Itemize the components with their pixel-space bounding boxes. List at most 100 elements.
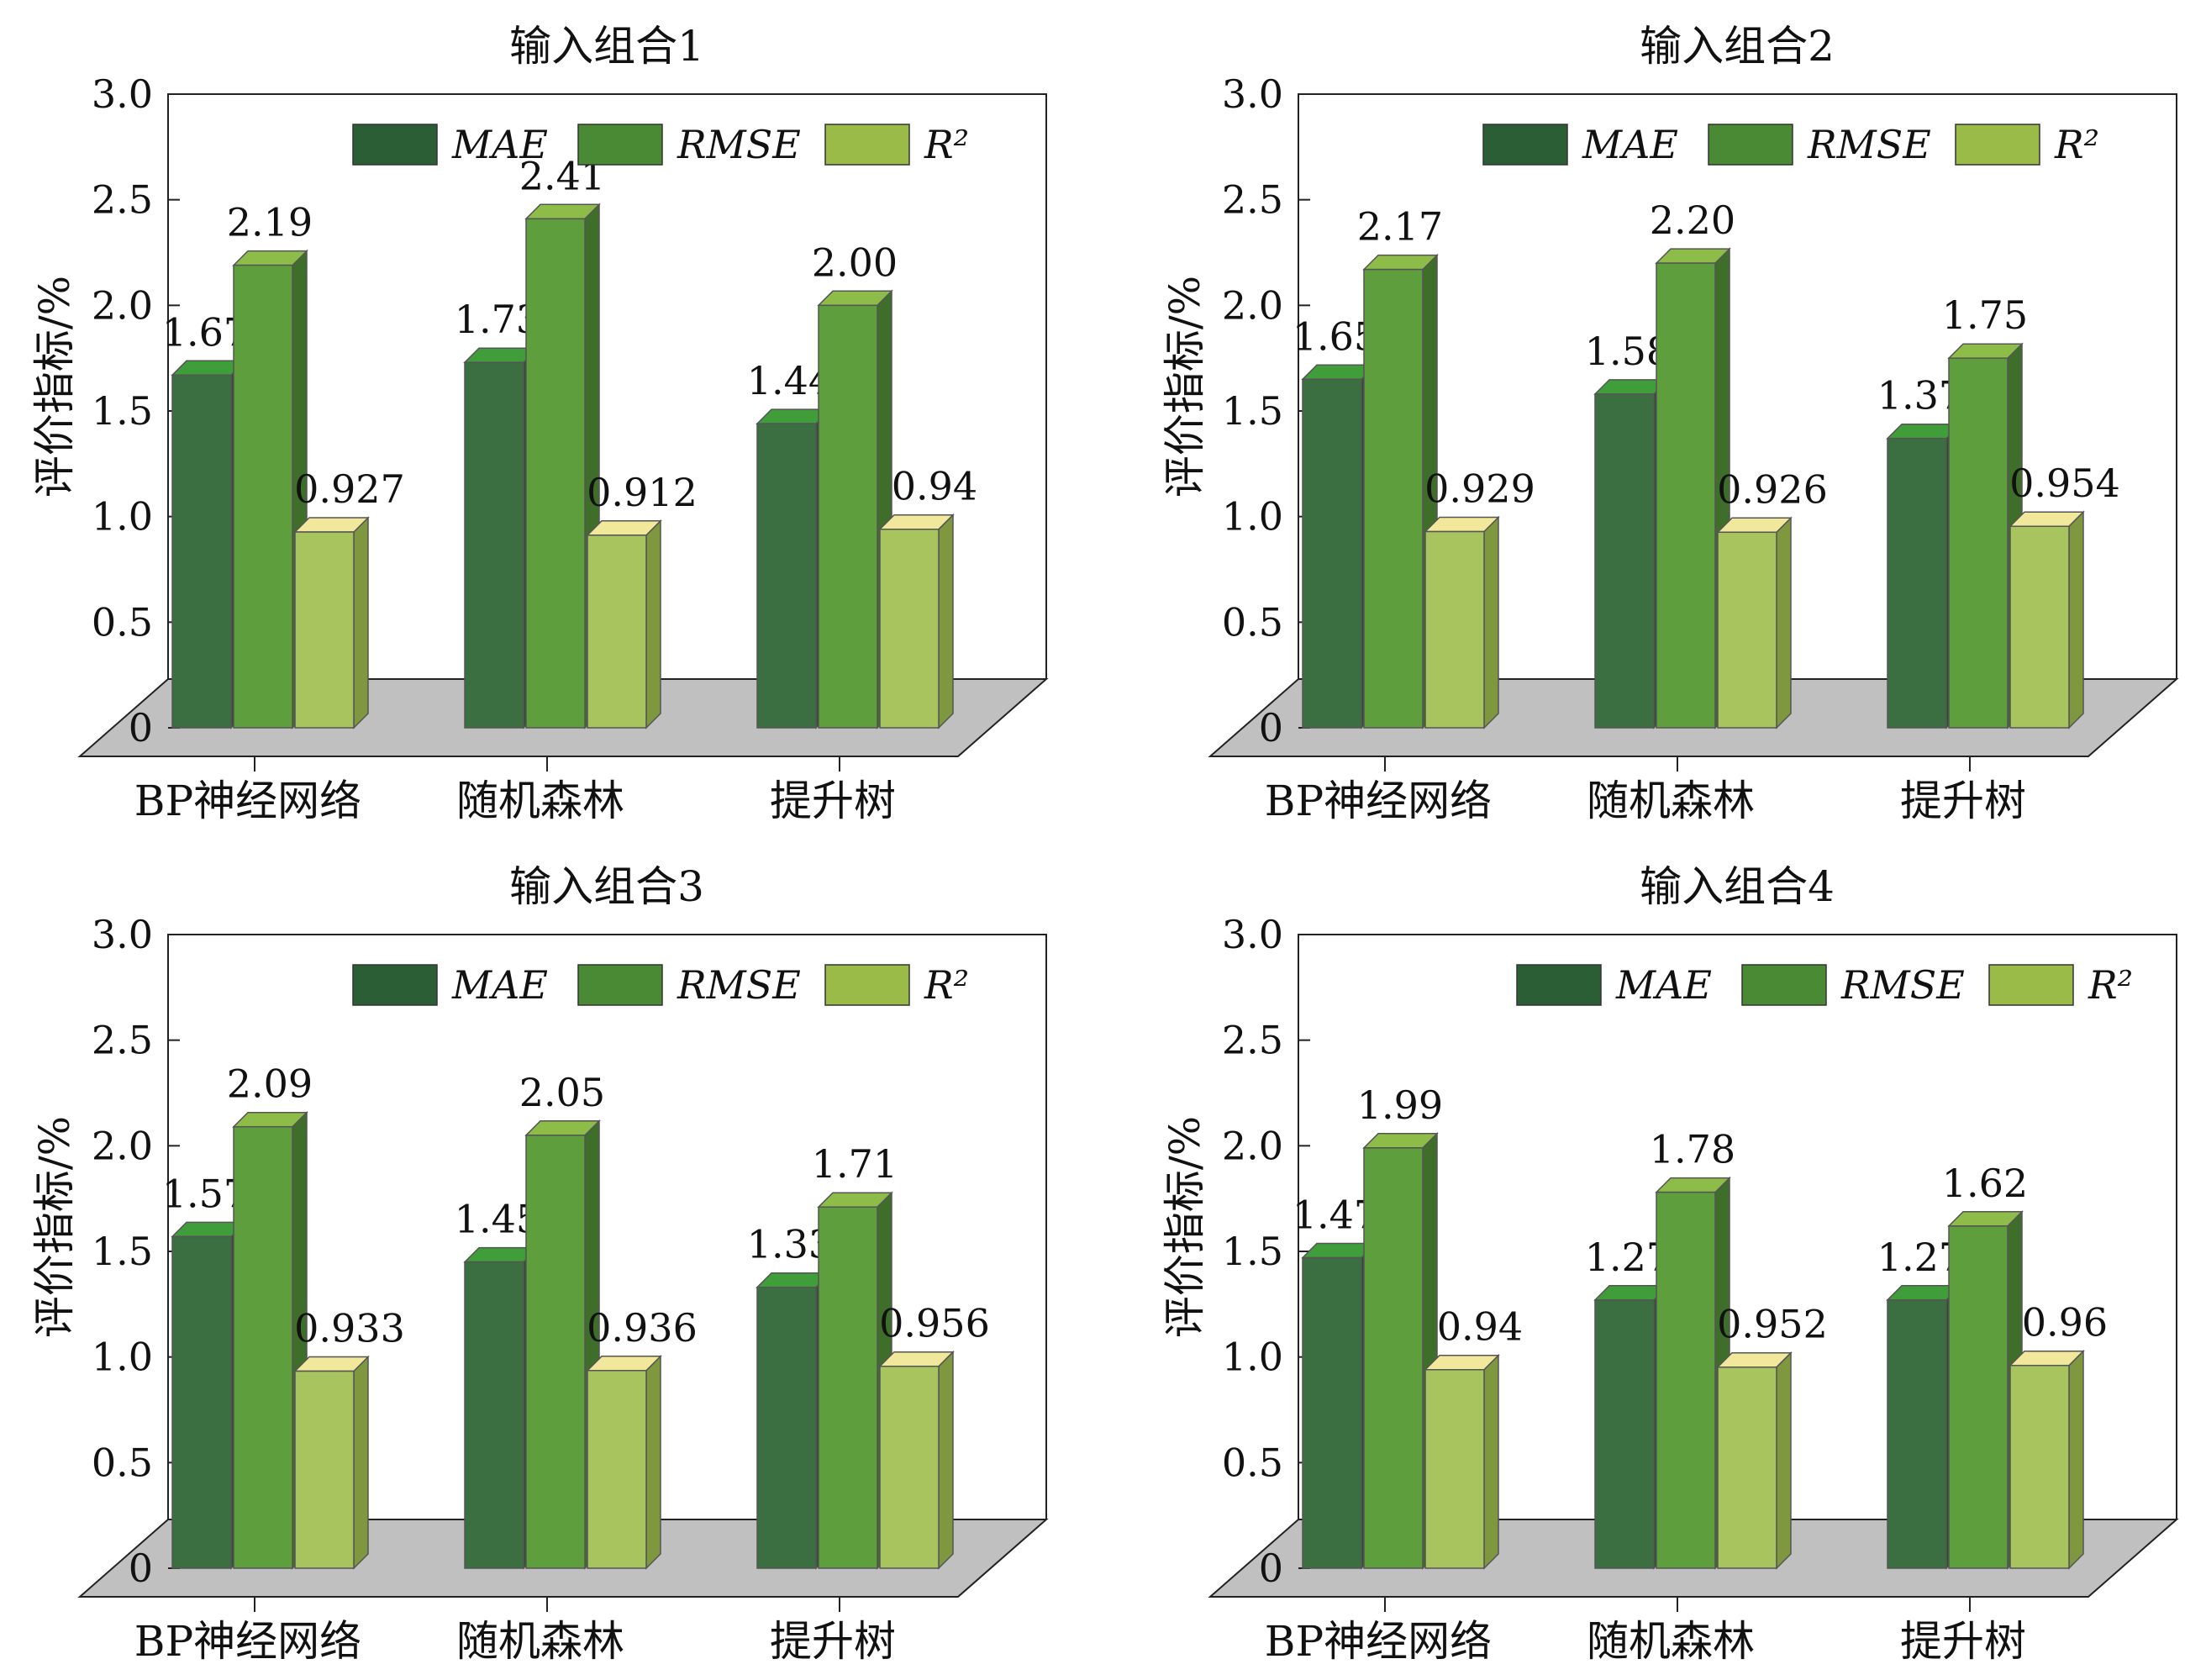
chart-panel-2: 输入组合2 0 0.5 1.0 1.5 2.0 2.5 3.0 评价指标/% BP神经网络 随机森林… <box>1161 22 2179 825</box>
y-tick-label: 3.0 <box>92 71 153 117</box>
bar-r2-3 <box>2009 1349 2085 1570</box>
y-tick-label: 0 <box>1259 1546 1283 1591</box>
category-label: 提升树 <box>1900 777 2026 825</box>
y-tick-label: 2.0 <box>92 1123 153 1168</box>
data-label: 2.09 <box>227 1061 313 1107</box>
data-label: 0.952 <box>1717 1302 1828 1347</box>
plot-frame <box>1298 934 2177 1519</box>
y-tick-label: 1.5 <box>1222 1229 1283 1274</box>
y-axis-label: 评价指标/% <box>1161 276 1209 498</box>
legend-swatch <box>824 964 910 1006</box>
data-label: 0.936 <box>587 1305 698 1351</box>
data-label: 2.20 <box>1650 197 1735 243</box>
y-tick-label: 2.0 <box>92 282 153 328</box>
legend-label: MAE <box>1582 122 1678 167</box>
data-label: 1.78 <box>1650 1127 1735 1172</box>
chart-panel-4: 输入组合4 0 0.5 1.0 1.5 2.0 2.5 3.0 评价指标/% BP神经网络 随机森林… <box>1161 862 2179 1666</box>
legend-label: RMSE <box>1807 122 1931 167</box>
data-label: 2.05 <box>519 1070 605 1115</box>
category-label: 提升树 <box>770 1617 896 1666</box>
bar-rmse-1 <box>232 249 308 729</box>
legend: MAE RMSE R² <box>352 962 969 1008</box>
legend-label: MAE <box>1615 962 1712 1008</box>
bar-r2-2 <box>586 1354 662 1570</box>
legend-swatch <box>1955 124 2040 166</box>
y-tick-label: 3.0 <box>1222 912 1283 957</box>
data-label: 1.71 <box>812 1141 898 1187</box>
category-label: BP神经网络 <box>1265 1617 1492 1666</box>
category-label: 随机森林 <box>456 1617 624 1666</box>
data-label: 2.19 <box>227 200 313 245</box>
chart-panel-1: 输入组合1 0 0.5 1.0 1.5 2.0 2.5 3.0 评价指标/% BP神经网络 随机森林… <box>30 22 1049 825</box>
y-axis-label: 评价指标/% <box>1161 1116 1209 1338</box>
category-label: 随机森林 <box>456 777 624 825</box>
data-label: 0.929 <box>1424 466 1535 512</box>
bar-r2-3 <box>2009 510 2085 729</box>
legend-swatch <box>1708 124 1793 166</box>
legend-swatch <box>1741 964 1827 1006</box>
plot-frame <box>167 93 1047 679</box>
bar-r2-2 <box>1716 516 1793 729</box>
legend: MAE RMSE R² <box>352 122 969 167</box>
bar-r2-1 <box>1424 1353 1500 1570</box>
legend-swatch <box>1988 964 2074 1006</box>
data-label: 1.99 <box>1357 1082 1443 1128</box>
legend-swatch <box>352 124 438 166</box>
data-label: 0.96 <box>2022 1300 2108 1346</box>
bar-rmse-1 <box>232 1110 308 1570</box>
plot-frame <box>167 934 1047 1519</box>
y-tick-label: 1.0 <box>92 494 153 540</box>
y-axis-label: 评价指标/% <box>30 276 79 498</box>
data-label: 1.62 <box>1942 1161 2028 1206</box>
y-tick-label: 0 <box>1259 705 1283 750</box>
chart-title: 输入组合1 <box>509 22 704 71</box>
legend-swatch <box>1516 964 1602 1006</box>
y-tick-label: 0.5 <box>1222 599 1283 645</box>
category-label: 提升树 <box>770 777 896 825</box>
category-label: BP神经网络 <box>134 1617 361 1666</box>
y-tick-label: 0.5 <box>92 599 153 645</box>
y-tick-label: 2.5 <box>92 177 153 223</box>
bar-rmse-3 <box>1947 1209 2024 1570</box>
y-tick-label: 2.5 <box>1222 177 1283 223</box>
bar-rmse-3 <box>1947 342 2024 729</box>
y-tick-label: 0 <box>129 1546 153 1591</box>
bar-r2-1 <box>293 516 370 729</box>
legend-swatch <box>577 964 663 1006</box>
y-tick-label: 3.0 <box>92 912 153 957</box>
y-tick-label: 2.0 <box>1222 282 1283 328</box>
bar-r2-1 <box>293 1355 370 1570</box>
legend-swatch <box>824 124 910 166</box>
bar-r2-3 <box>878 1350 955 1570</box>
data-label: 1.75 <box>1942 292 2028 338</box>
category-label: 随机森林 <box>1587 1617 1755 1666</box>
data-label: 0.926 <box>1717 466 1828 512</box>
bar-r2-2 <box>586 519 662 729</box>
y-tick-label: 1.5 <box>92 1229 153 1274</box>
data-label: 0.956 <box>879 1301 990 1346</box>
legend-swatch <box>577 124 663 166</box>
category-label: 提升树 <box>1900 1617 2026 1666</box>
y-tick-label: 2.0 <box>1222 1123 1283 1168</box>
legend-label: RMSE <box>677 962 801 1008</box>
chart-title: 输入组合2 <box>1640 22 1835 71</box>
data-label: 2.17 <box>1357 204 1443 250</box>
data-label: 0.94 <box>1437 1304 1523 1350</box>
legend: MAE RMSE R² <box>1516 962 2133 1008</box>
category-label: BP神经网络 <box>134 777 361 825</box>
legend-label: RMSE <box>677 122 801 167</box>
bar-r2-1 <box>1424 515 1500 729</box>
data-label: 0.912 <box>587 470 698 515</box>
y-tick-label: 0 <box>129 705 153 750</box>
data-label: 0.954 <box>2009 461 2120 506</box>
bar-rmse-2 <box>524 203 601 729</box>
y-axis-label: 评价指标/% <box>30 1116 79 1338</box>
data-label: 0.94 <box>892 464 977 509</box>
legend: MAE RMSE R² <box>1482 122 2099 167</box>
y-tick-label: 1.0 <box>1222 494 1283 540</box>
legend-swatch <box>1482 124 1568 166</box>
legend-label: R² <box>924 962 969 1008</box>
legend-label: R² <box>2088 962 2133 1008</box>
chart-title: 输入组合4 <box>1640 862 1835 911</box>
